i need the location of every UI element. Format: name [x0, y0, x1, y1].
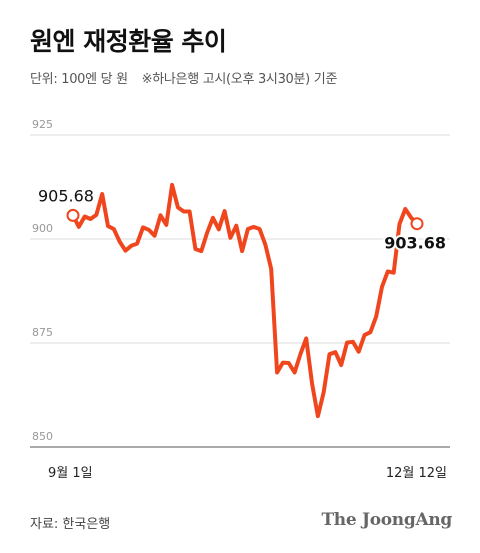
x-tick-label: 12월 12일: [386, 466, 447, 481]
y-tick-label: 875: [32, 326, 53, 339]
start-point-marker: [66, 208, 80, 222]
chart-title: 원엔 재정환율 추이: [30, 27, 227, 56]
chart-subtitle: 단위: 100엔 당 원 ※하나은행 고시(오후 3시30분) 기준: [30, 68, 347, 87]
y-tick-label: 850: [32, 430, 53, 443]
y-tick-label: 925: [32, 118, 53, 131]
unit-label: 단위: 100엔 당 원: [30, 72, 128, 87]
data-label: 905.68: [38, 186, 94, 205]
end-point-marker: [410, 217, 424, 231]
brand-logo: The JoongAng: [321, 510, 452, 530]
basis-note: ※하나은행 고시(오후 3시30분) 기준: [141, 72, 338, 87]
series-line: [71, 182, 419, 419]
data-label: 903.68: [384, 234, 446, 253]
source-label: 자료: 한국은행: [30, 517, 111, 532]
x-tick-label: 9월 1일: [48, 466, 93, 481]
y-tick-label: 900: [32, 222, 53, 235]
